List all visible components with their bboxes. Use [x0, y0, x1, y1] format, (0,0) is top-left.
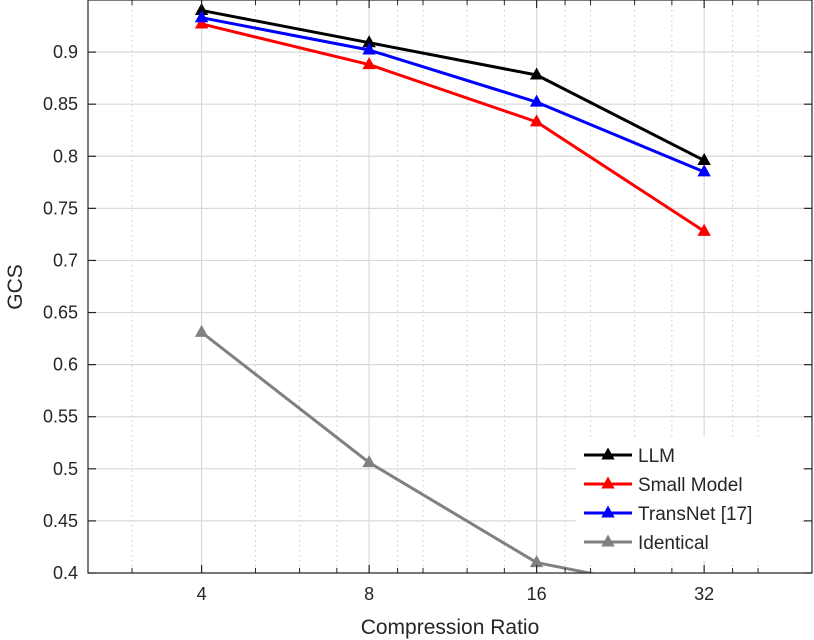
- legend-label-llm: LLM: [638, 446, 675, 467]
- data-point-transnet-17: [529, 94, 544, 107]
- legend-marker-identical: [601, 534, 615, 547]
- data-point-identical: [194, 324, 209, 337]
- y-tick-label: 0.55: [43, 407, 78, 427]
- data-point-small-model: [362, 57, 376, 70]
- data-point-transnet-17: [194, 10, 209, 23]
- data-point-small-model: [529, 114, 544, 127]
- data-point-small-model: [697, 223, 711, 236]
- y-tick-label: 0.9: [53, 42, 78, 62]
- series-line-llm: [201, 8, 705, 162]
- y-tick-label: 0.65: [43, 303, 78, 323]
- plot-frame: [87, 0, 813, 574]
- series-layer: [194, 2, 711, 573]
- data-point-small-model: [194, 16, 209, 29]
- legend-box: [576, 437, 802, 561]
- x-tick-label: 32: [694, 584, 714, 604]
- y-tick-label: 0.5: [53, 459, 78, 479]
- x-tick-label: 4: [197, 584, 207, 604]
- legend-marker-small-model: [601, 476, 615, 489]
- y-tick-label: 0.85: [43, 94, 78, 114]
- series-line-small-model: [201, 22, 705, 233]
- series-line-transnet-17: [201, 16, 705, 174]
- grid-lines: [88, 0, 812, 574]
- y-tick-label: 0.4: [53, 563, 78, 583]
- y-tick-label: 0.45: [43, 511, 78, 531]
- series-transnet-17: [194, 10, 711, 177]
- legend-marker-transnet-17: [601, 505, 615, 518]
- series-identical: [194, 324, 597, 573]
- legend-label-transnet-17: TransNet [17]: [638, 504, 752, 525]
- legend-label-small-model: Small Model: [638, 475, 743, 496]
- y-tick-label: 0.6: [53, 355, 78, 375]
- legend-label-identical: Identical: [638, 533, 709, 554]
- series-line-identical: [200, 331, 597, 573]
- y-tick-label: 0.75: [43, 198, 78, 218]
- data-point-transnet-17: [697, 164, 711, 177]
- series-small-model: [194, 16, 711, 236]
- axis-ticks: 4 8 16 32 0.4 0.45 0.5 0.55 0.6 0.65 0.7 0.75 0.8 0.8…: [43, 0, 812, 604]
- x-tick-label: 8: [364, 584, 374, 604]
- x-axis-label: Compression Ratio: [361, 616, 540, 639]
- data-point-llm: [529, 67, 544, 80]
- y-axis-label: GCS: [4, 264, 27, 310]
- legend: LLM Small Model TransNet [17] Identical: [576, 437, 802, 561]
- y-tick-label: 0.7: [53, 250, 78, 270]
- series-llm: [194, 2, 711, 165]
- data-point-transnet-17: [362, 42, 376, 55]
- legend-marker-llm: [601, 447, 615, 460]
- x-tick-label: 16: [527, 584, 547, 604]
- y-tick-label: 0.8: [53, 146, 78, 166]
- data-point-identical: [362, 455, 376, 468]
